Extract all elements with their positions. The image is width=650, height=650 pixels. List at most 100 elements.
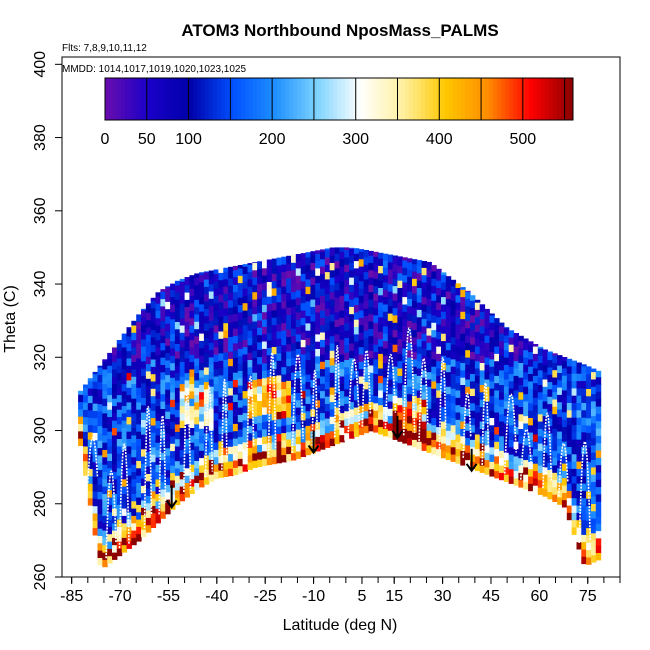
heat-cell <box>315 377 321 386</box>
heat-cell <box>595 420 602 429</box>
heat-cell <box>455 287 461 296</box>
heat-cell <box>121 390 128 399</box>
heat-cell <box>373 256 379 265</box>
heat-cell <box>276 286 282 295</box>
heat-cell <box>242 368 248 377</box>
heat-cell <box>257 444 263 453</box>
heat-cell <box>349 342 355 351</box>
heat-cell <box>305 366 311 375</box>
heat-cell <box>126 438 132 447</box>
heat-cell <box>141 456 147 464</box>
heat-cell <box>358 368 365 377</box>
heat-cell <box>523 349 529 358</box>
heat-cell <box>271 258 278 267</box>
heat-cell <box>450 279 457 287</box>
heat-cell <box>552 406 558 415</box>
heat-cell <box>586 425 592 433</box>
heat-cell <box>300 412 307 421</box>
colorbar-cell <box>121 78 126 120</box>
heat-cell <box>136 394 142 403</box>
heat-cell <box>315 348 321 357</box>
heat-cell <box>305 403 311 412</box>
heat-cell <box>547 484 553 492</box>
heat-cell <box>591 437 597 446</box>
heat-cell <box>208 393 215 402</box>
heat-cell <box>474 382 481 391</box>
heat-cell <box>363 271 369 280</box>
heat-cell <box>499 391 505 400</box>
heat-cell <box>378 324 384 332</box>
flight-track <box>384 354 397 429</box>
heat-cell <box>179 412 186 421</box>
heat-cell <box>262 377 268 386</box>
heat-cell <box>465 290 471 292</box>
heat-cell <box>532 455 539 464</box>
heat-cell <box>310 423 316 432</box>
heat-cell <box>165 484 171 493</box>
heat-cell <box>116 350 123 359</box>
heat-cell <box>465 415 471 424</box>
colorbar-cell <box>173 78 178 120</box>
heat-cell <box>470 439 476 448</box>
heat-cell <box>445 444 452 453</box>
heat-cell <box>474 404 481 413</box>
heat-cell <box>107 401 113 410</box>
colorbar-cell <box>385 78 390 120</box>
heat-cell <box>97 365 103 368</box>
heat-cell <box>262 458 268 466</box>
heat-cell <box>276 418 282 427</box>
heat-cell <box>78 408 84 417</box>
heat-cell <box>503 474 510 483</box>
arrow-head <box>307 444 320 455</box>
heat-cell <box>576 461 582 469</box>
heat-cell <box>353 348 360 357</box>
heat-cell <box>484 408 490 417</box>
heat-cell <box>421 333 427 342</box>
heat-cell <box>315 311 321 320</box>
heat-cell <box>286 365 292 374</box>
heat-cell <box>358 397 365 406</box>
heat-cell <box>315 436 321 445</box>
heat-cell <box>489 424 495 433</box>
heat-cell <box>426 313 432 321</box>
flight-track <box>204 385 214 478</box>
heat-cell <box>136 467 142 476</box>
heat-cell <box>242 463 248 472</box>
heat-cell <box>213 339 219 348</box>
heat-cell <box>591 459 597 468</box>
heat-cell <box>542 452 548 461</box>
heat-cell <box>150 315 157 323</box>
heat-cell <box>479 311 486 320</box>
heat-cell <box>184 409 190 418</box>
heat-cell <box>465 349 471 358</box>
heat-cell <box>276 338 282 347</box>
heat-cell <box>112 449 118 458</box>
heat-cell <box>426 261 432 270</box>
heat-cell <box>92 417 98 426</box>
heat-cell <box>431 322 437 331</box>
flight-track <box>503 393 517 474</box>
flight-track <box>105 470 117 559</box>
heat-cell <box>179 390 186 399</box>
heat-cell <box>349 430 355 439</box>
colorbar-cell <box>165 78 170 120</box>
heat-cell <box>320 368 326 377</box>
heat-cell <box>310 335 316 344</box>
heat-cell <box>121 515 128 524</box>
heat-cell <box>315 363 321 371</box>
heat-cell <box>499 355 505 363</box>
heat-cell <box>174 497 181 506</box>
heat-cell <box>474 419 481 428</box>
heat-cell <box>591 378 597 387</box>
heat-cell <box>199 450 205 459</box>
heat-cell <box>576 490 582 499</box>
heat-cell <box>378 397 384 406</box>
heat-cell <box>373 373 379 382</box>
heat-cell <box>266 325 273 334</box>
colorbar-cell <box>317 78 322 120</box>
heat-cell <box>112 544 118 553</box>
heat-cell <box>232 284 239 293</box>
heat-cell <box>566 468 573 477</box>
heat-cell <box>150 505 157 514</box>
heat-cell <box>537 355 544 363</box>
